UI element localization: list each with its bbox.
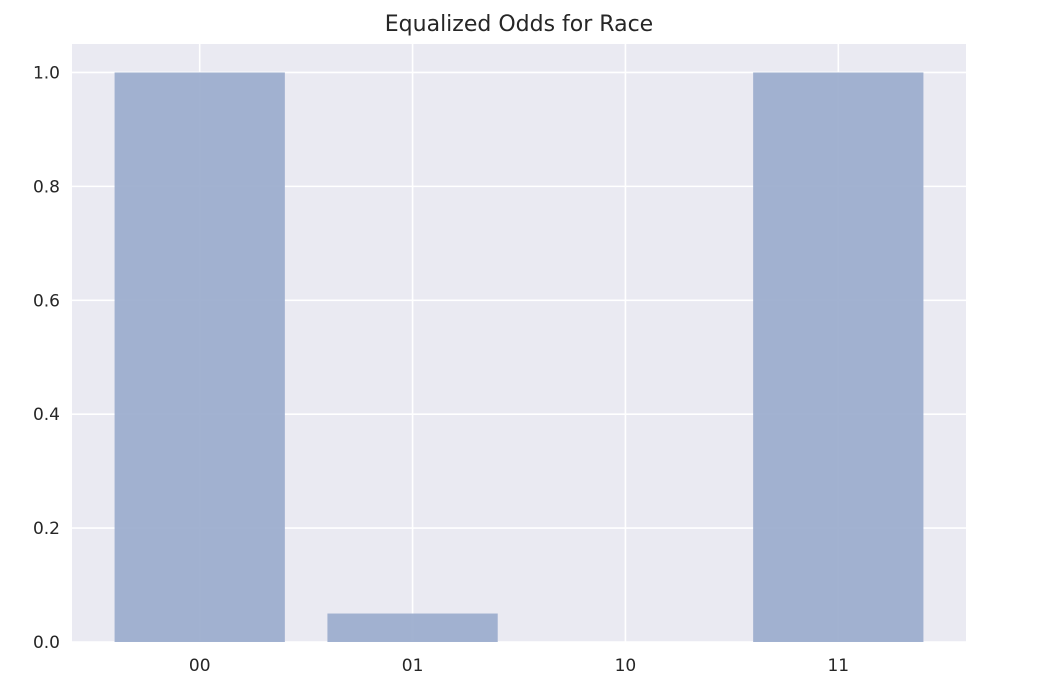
bar-00 bbox=[114, 72, 285, 642]
x-tick-label: 00 bbox=[189, 656, 211, 676]
y-tick-label: 0.8 bbox=[33, 177, 60, 197]
bar-01 bbox=[327, 613, 498, 642]
y-axis-ticks: 0.0 0.2 0.4 0.6 0.8 1.0 bbox=[33, 63, 60, 653]
chart-title: Equalized Odds for Race bbox=[385, 12, 653, 37]
x-tick-label: 10 bbox=[615, 656, 637, 676]
y-tick-label: 0.6 bbox=[33, 291, 60, 311]
x-tick-label: 11 bbox=[827, 656, 849, 676]
y-tick-label: 0.2 bbox=[33, 519, 60, 539]
bars bbox=[114, 72, 924, 642]
y-tick-label: 1.0 bbox=[33, 63, 60, 83]
y-tick-label: 0.4 bbox=[33, 405, 60, 425]
bar-11 bbox=[753, 72, 924, 642]
x-tick-label: 01 bbox=[402, 656, 424, 676]
y-tick-label: 0.0 bbox=[33, 633, 60, 653]
x-axis-ticks: 00 01 10 11 bbox=[189, 656, 849, 676]
